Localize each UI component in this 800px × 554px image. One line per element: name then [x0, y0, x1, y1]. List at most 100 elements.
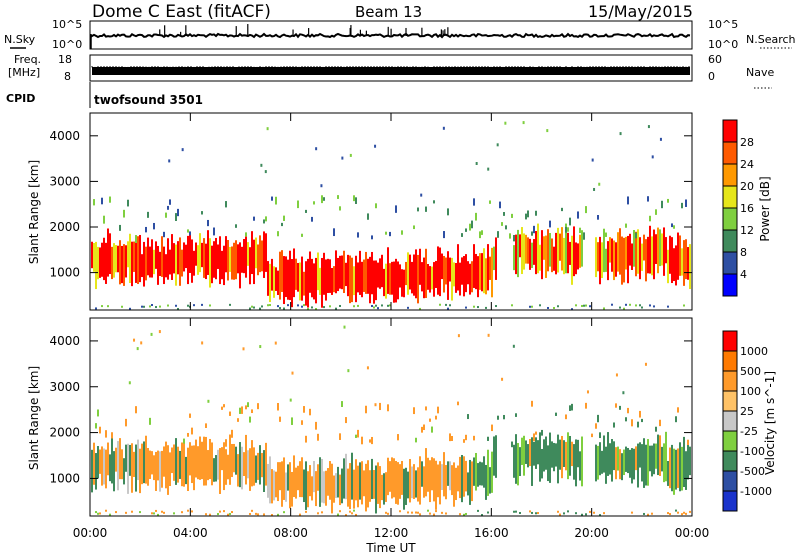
power-ground [653, 305, 655, 308]
power-ground [553, 306, 555, 309]
power-sparse [349, 153, 352, 157]
power-cell [141, 254, 143, 278]
power-cell [575, 242, 577, 275]
power-scatter [469, 223, 471, 231]
power-cell [337, 257, 339, 292]
power-cell [287, 259, 289, 300]
power-cell [103, 237, 105, 281]
velocity-cell [103, 448, 105, 485]
power-scatter [655, 209, 657, 215]
power-cell [625, 236, 627, 270]
velocity-cell [539, 432, 541, 482]
velocity-cell [137, 439, 139, 481]
power-cell [653, 229, 655, 280]
power-ground [449, 304, 451, 307]
velocity-scatter [229, 411, 231, 416]
velocity-cell [689, 446, 691, 476]
power-scatter [263, 219, 265, 224]
velocity-cell [289, 462, 291, 509]
velocity-sparse [274, 341, 277, 345]
velocity-cell [351, 452, 353, 500]
power-ground [539, 304, 541, 307]
velocity-sparse [457, 334, 460, 338]
velocity-cell [683, 436, 685, 488]
power-cell [643, 234, 645, 261]
velocity-cell [259, 445, 261, 485]
power-cell [239, 242, 241, 289]
velocity-cell [205, 436, 207, 486]
power-scatter [569, 217, 571, 226]
power-cell [265, 233, 267, 272]
velocity-cell [371, 458, 373, 500]
velocity-cell [613, 441, 615, 471]
power-cell [423, 257, 425, 299]
velocity-scatter [497, 415, 499, 420]
velocity-cell [659, 435, 661, 476]
power-colorbar-swatch [723, 120, 737, 142]
velocity-colorbar: 1000 500 100 25 -25 -100 -500 -1000 [722, 330, 772, 512]
power-cell [317, 252, 319, 291]
velocity-scatter [545, 436, 547, 441]
velocity-cell [197, 446, 199, 480]
velocity-scatter [355, 434, 357, 438]
velocity-cell [431, 457, 433, 491]
power-scatter [565, 226, 567, 233]
velocity-cell [191, 445, 193, 484]
power-scatter [501, 222, 503, 226]
velocity-scatter [339, 433, 341, 440]
velocity-scatter [659, 419, 661, 427]
velocity-cell [577, 439, 579, 468]
power-scatter [283, 215, 285, 221]
velocity-colorbar-tick-label: 1000 [740, 345, 768, 358]
power-ground [511, 304, 513, 307]
velocity-cell [93, 442, 95, 485]
velocity-scatter [365, 405, 367, 414]
velocity-cell [315, 471, 317, 507]
velocity-cell [155, 451, 157, 491]
velocity-cell [441, 464, 443, 490]
power-cell [297, 262, 299, 292]
power-ground [209, 304, 211, 307]
velocity-sparse [615, 373, 618, 377]
velocity-ground [435, 510, 437, 513]
power-ground [387, 304, 389, 307]
velocity-scatter [421, 426, 423, 433]
power-cell [231, 246, 233, 280]
power-cell [563, 237, 565, 275]
velocity-cell [341, 468, 343, 504]
power-cell [621, 236, 623, 285]
power-ground [141, 305, 143, 308]
power-scatter [527, 210, 529, 218]
velocity-sparse [136, 347, 139, 351]
velocity-ground [161, 510, 163, 513]
power-ground [335, 307, 337, 310]
power-cell [603, 228, 605, 273]
power-cell [257, 244, 259, 276]
power-scatter [375, 203, 377, 209]
velocity-cell [523, 435, 525, 476]
power-scatter [461, 233, 463, 237]
power-ground [589, 305, 591, 308]
velocity-colorbar-swatch [723, 351, 737, 371]
power-cell [387, 247, 389, 294]
velocity-ground [575, 512, 577, 515]
power-scatter [353, 195, 355, 202]
power-cell [495, 237, 497, 280]
power-cell [411, 261, 413, 294]
power-ground [625, 303, 627, 306]
power-scatter [661, 200, 663, 209]
velocity-scatter [315, 421, 317, 430]
velocity-scatter [637, 421, 639, 428]
power-scatter [167, 205, 169, 210]
power-scatter [513, 234, 515, 242]
power-colorbar-tick-label: 8 [740, 246, 747, 259]
power-scatter [127, 199, 129, 207]
power-scatter [245, 232, 247, 237]
power-cell [249, 247, 251, 285]
velocity-ground [231, 511, 233, 514]
velocity-ground [685, 512, 687, 515]
velocity-cell [425, 448, 427, 497]
velocity-cell [223, 442, 225, 491]
power-scatter [443, 231, 445, 239]
velocity-scatter [631, 419, 633, 427]
